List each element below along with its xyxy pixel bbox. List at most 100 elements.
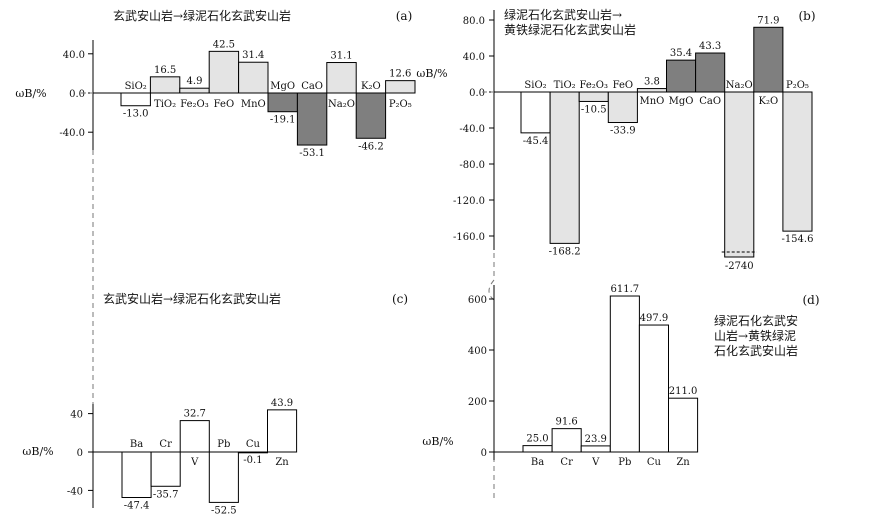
data-label-d-cr: 91.6	[556, 417, 578, 428]
guide-line-b-to-d	[488, 244, 495, 500]
chart-title-b: 黄铁绿泥石化玄武安山岩	[504, 22, 636, 37]
data-label-d-pb: 611.7	[611, 284, 640, 295]
y-tick-label-d: 400	[468, 346, 487, 357]
data-label-d-v: 23.9	[585, 434, 607, 445]
category-label-b-fe2o3: Fe₂O₃	[579, 80, 608, 91]
bar-d-pb	[609, 295, 640, 453]
chart-title-d: 石化玄武安山岩	[714, 343, 798, 358]
data-label-b-sio2: -45.4	[523, 136, 549, 147]
panel-b: -160.0 -120.0 -80.0 -40.0 0.0 40.0 80.0 ωB/% 绿泥石…	[416, 7, 815, 272]
bar-b-mgo	[666, 59, 697, 93]
bar-d-cr	[551, 428, 582, 453]
bar-a-sio2	[120, 92, 151, 107]
chart-title-b: 绿泥石化玄武安山岩→	[504, 7, 622, 22]
data-label-c-cr: -35.7	[153, 489, 179, 500]
data-label-b-p2o5: -154.6	[781, 234, 813, 245]
data-label-b-mno: 3.8	[644, 77, 660, 88]
category-label-c-ba: Ba	[130, 439, 143, 450]
category-label-b-sio2: SiO₂	[524, 80, 546, 91]
y-axis-label-b: ωB/%	[416, 67, 447, 80]
bar-b-tio2	[549, 91, 580, 244]
data-label-a-p2o5: 12.6	[389, 69, 411, 80]
y-tick-label-a: 40.0	[63, 50, 85, 61]
bar-b-cao	[695, 52, 726, 93]
chart-title-d: 绿泥石化玄武安	[714, 313, 798, 328]
data-label-c-ba: -47.4	[124, 501, 150, 512]
category-label-c-pb: Pb	[217, 439, 230, 450]
panel-d: 0 200 400 600 ωB/% 绿泥石化玄武安山岩→黄铁绿泥石化玄武安山岩 (d) 25…	[422, 284, 819, 468]
panel-label-b: (b)	[798, 9, 815, 23]
category-label-b-cao: CaO	[699, 96, 721, 107]
data-label-a-na2o: 31.1	[330, 51, 352, 62]
category-label-b-feo: FeO	[613, 80, 634, 91]
bar-d-v	[580, 445, 611, 453]
category-label-c-v: V	[190, 457, 199, 468]
bar-d-ba	[522, 445, 553, 453]
y-tick-label-b: -120.0	[453, 196, 485, 207]
bar-b-na2o	[724, 91, 755, 258]
bar-b-sio2	[520, 91, 551, 134]
category-label-d-pb: Pb	[618, 457, 631, 468]
data-label-d-zn: 211.0	[669, 386, 698, 397]
data-label-a-tio2: 16.5	[154, 65, 176, 76]
y-axis-label-a: ωB/%	[15, 87, 46, 100]
bar-a-k2o	[355, 92, 387, 139]
bar-b-feo	[607, 91, 638, 124]
bar-c-ba	[121, 451, 152, 499]
y-tick-label-b: -80.0	[459, 160, 485, 171]
category-label-a-na2o: Na₂O	[328, 99, 355, 110]
y-tick-label-b: 40.0	[463, 52, 485, 63]
data-label-a-k2o: -46.2	[358, 141, 384, 152]
y-tick-label-a: 0.0	[69, 89, 85, 100]
bar-c-pb	[208, 451, 239, 503]
chart-title-c: 玄武安山岩→绿泥石化玄武安山岩	[103, 291, 281, 306]
bar-a-p2o5	[385, 80, 416, 94]
category-label-b-p2o5: P₂O₅	[786, 80, 809, 91]
data-label-c-v: 32.7	[184, 409, 206, 420]
category-label-b-k2o: K₂O	[759, 96, 779, 107]
data-label-b-fe2o3: -10.5	[581, 104, 607, 115]
bar-c-cr	[150, 451, 181, 487]
category-label-d-zn: Zn	[676, 457, 690, 468]
category-label-b-mno: MnO	[640, 96, 665, 107]
chart-title-a: 玄武安山岩→绿泥石化玄武安山岩	[113, 8, 291, 23]
bar-d-zn	[668, 397, 699, 453]
category-label-c-zn: Zn	[275, 457, 289, 468]
data-label-a-cao: -53.1	[299, 148, 325, 159]
category-label-d-cu: Cu	[647, 457, 662, 468]
data-label-b-cao: 43.3	[699, 41, 721, 52]
data-label-b-k2o: 71.9	[757, 15, 779, 26]
data-label-d-ba: 25.0	[526, 434, 548, 445]
data-label-b-na2o: -2740	[725, 261, 754, 272]
y-tick-label-d: 200	[468, 397, 487, 408]
category-label-b-na2o: Na₂O	[726, 80, 753, 91]
data-label-a-feo: 42.5	[213, 39, 235, 50]
y-tick-label-b: 0.0	[469, 88, 485, 99]
y-tick-label-c: -40	[67, 486, 83, 497]
category-label-a-fe2o3: Fe₂O₃	[180, 99, 209, 110]
bar-a-mgo	[267, 92, 298, 113]
data-label-b-feo: -33.9	[610, 126, 636, 137]
category-label-a-mno: MnO	[241, 99, 266, 110]
category-label-a-mgo: MgO	[270, 81, 295, 92]
bar-a-cao	[296, 92, 328, 146]
bar-a-feo	[208, 50, 240, 94]
category-label-b-mgo: MgO	[669, 96, 694, 107]
bar-b-k2o	[753, 26, 784, 93]
panel-label-c: (c)	[392, 292, 408, 306]
category-label-a-tio2: TiO₂	[154, 99, 176, 110]
category-label-a-p2o5: P₂O₅	[389, 99, 412, 110]
panel-c: -40 0 40 ωB/% 玄武安山岩→绿泥石化玄武安山岩 (c) -47.4 Ba -35.7…	[22, 291, 408, 516]
bar-b-mno	[636, 88, 668, 93]
data-label-c-pb: -52.5	[211, 505, 237, 516]
bar-b-p2o5	[782, 91, 813, 232]
data-label-a-sio2: -13.0	[123, 109, 149, 120]
y-axis-label-d: ωB/%	[422, 435, 453, 448]
panel-a: -40.0 0.0 40.0 ωB/% 玄武安山岩→绿泥石化玄武安山岩 (a) -13.0 S…	[15, 8, 416, 159]
category-label-a-sio2: SiO₂	[125, 81, 147, 92]
category-label-d-cr: Cr	[560, 457, 573, 468]
category-label-c-cr: Cr	[159, 439, 172, 450]
bar-c-zn	[267, 409, 298, 453]
y-tick-label-b: -160.0	[453, 232, 485, 243]
category-label-a-cao: CaO	[301, 81, 323, 92]
